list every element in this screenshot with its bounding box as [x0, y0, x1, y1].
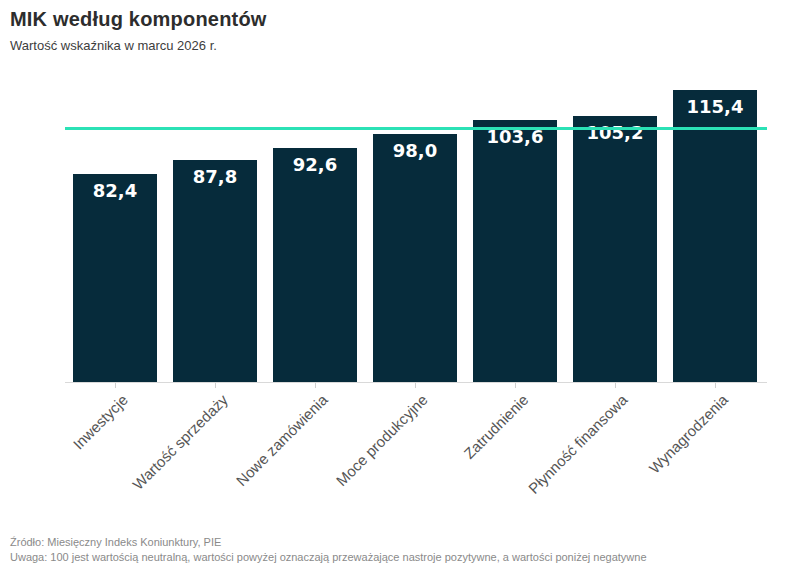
x-axis-label: Zatrudnienie — [460, 391, 531, 462]
x-axis-label: Wartość sprzedaży — [129, 391, 231, 493]
bar: 115,4 — [673, 90, 757, 383]
x-axis-label: Wynagrodzenia — [645, 391, 731, 477]
bar-value-label: 115,4 — [673, 96, 757, 117]
x-axis-label: Płynność finansowa — [525, 391, 631, 497]
chart-page: MIK według komponentów Wartość wskaźnika… — [0, 0, 794, 575]
x-axis-tick — [715, 383, 716, 388]
bar-value-label: 87,8 — [173, 166, 257, 187]
x-axis-tick — [215, 383, 216, 388]
x-axis-label: Nowe zamówienia — [233, 391, 331, 489]
bar: 87,8 — [173, 160, 257, 383]
bar-value-label: 82,4 — [73, 180, 157, 201]
x-axis-tick — [415, 383, 416, 388]
bar-chart: 82,4 Inwestycje 87,8 Wartość sprzedaży 92,6 N… — [0, 0, 794, 575]
methodology-note: Uwaga: 100 jest wartością neutralną, war… — [10, 550, 647, 565]
x-axis-tick — [315, 383, 316, 388]
bar: 92,6 — [273, 148, 357, 383]
x-axis-tick — [615, 383, 616, 388]
x-axis-label: Moce produkcyjne — [333, 391, 431, 489]
x-axis-tick — [115, 383, 116, 388]
bar: 105,2 — [573, 116, 657, 383]
bar-value-label: 98,0 — [373, 140, 457, 161]
bar: 98,0 — [373, 134, 457, 383]
bar-value-label: 105,2 — [573, 122, 657, 143]
x-axis-label: Inwestycje — [69, 391, 131, 453]
x-axis-tick — [515, 383, 516, 388]
bar: 82,4 — [73, 174, 157, 383]
bar: 103,6 — [473, 120, 557, 383]
bar-value-label: 92,6 — [273, 154, 357, 175]
x-axis-line — [65, 382, 767, 383]
source-note: Źródło: Miesięczny Indeks Koniunktury, P… — [10, 535, 647, 550]
chart-footer: Źródło: Miesięczny Indeks Koniunktury, P… — [10, 535, 647, 565]
neutral-reference-line — [65, 127, 767, 130]
